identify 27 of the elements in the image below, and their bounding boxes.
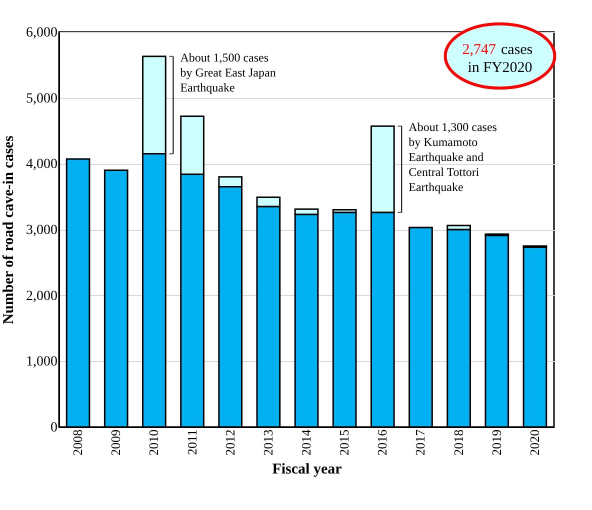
y-tick-label: 3,000 bbox=[26, 223, 58, 238]
x-axis-title: Fiscal year bbox=[272, 462, 342, 478]
annotation: About 1,500 cases by Great East Japan Earthquake bbox=[180, 50, 276, 94]
annotation: 2,747 bbox=[462, 42, 496, 58]
x-tick-label: 2014 bbox=[298, 429, 314, 456]
annotation: About 1,300 cases by Kumamoto Earthquake and Central Tottori Earthquake bbox=[408, 120, 498, 194]
x-tick-label: 2012 bbox=[222, 430, 238, 456]
x-tick-label: 2018 bbox=[450, 430, 466, 456]
x-tick-label: 2017 bbox=[412, 429, 428, 456]
y-tick-label: 1,000 bbox=[26, 354, 58, 370]
y-tick-label: 4,000 bbox=[26, 157, 58, 172]
y-axis-title: Number of road cave-in cases bbox=[1, 136, 17, 324]
x-tick-label: 2011 bbox=[184, 430, 200, 456]
x-tick-label: 2016 bbox=[374, 429, 390, 456]
y-tick-label: 0 bbox=[50, 420, 58, 436]
x-tick-label: 2015 bbox=[336, 430, 352, 456]
y-tick-label: 5,000 bbox=[26, 91, 58, 106]
annotation: cases bbox=[501, 42, 533, 58]
annotation: in FY2020 bbox=[468, 60, 532, 76]
y-tick-label: 6,000 bbox=[26, 26, 58, 40]
x-tick-label: 2020 bbox=[526, 430, 542, 456]
x-tick-label: 2013 bbox=[260, 430, 276, 456]
x-tick-label: 2010 bbox=[146, 430, 162, 456]
x-tick-label: 2009 bbox=[108, 430, 124, 456]
x-tick-label: 2019 bbox=[488, 430, 504, 456]
y-tick-label: 2,000 bbox=[26, 288, 58, 304]
x-tick-label: 2008 bbox=[70, 430, 86, 456]
